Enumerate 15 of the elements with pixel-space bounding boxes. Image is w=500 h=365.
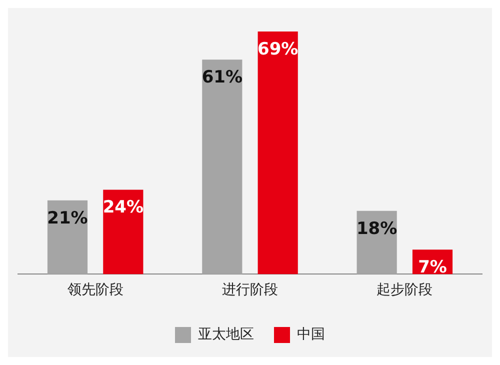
- legend-label: 中国: [297, 326, 325, 343]
- bar: [103, 190, 144, 274]
- bar: [258, 32, 298, 274]
- legend-label: 亚太地区: [198, 326, 254, 343]
- x-tick-label: 领先阶段: [67, 282, 124, 298]
- data-label: 61%: [202, 68, 243, 88]
- x-tick-label: 进行阶段: [222, 282, 278, 298]
- data-label: 69%: [257, 39, 298, 60]
- data-label: 7%: [418, 258, 447, 278]
- data-label: 24%: [102, 198, 144, 218]
- x-tick-label: 起步阶段: [376, 282, 433, 298]
- bar: [47, 200, 88, 274]
- data-label: 21%: [47, 208, 88, 228]
- data-label: 18%: [356, 218, 398, 239]
- bar: [202, 60, 242, 274]
